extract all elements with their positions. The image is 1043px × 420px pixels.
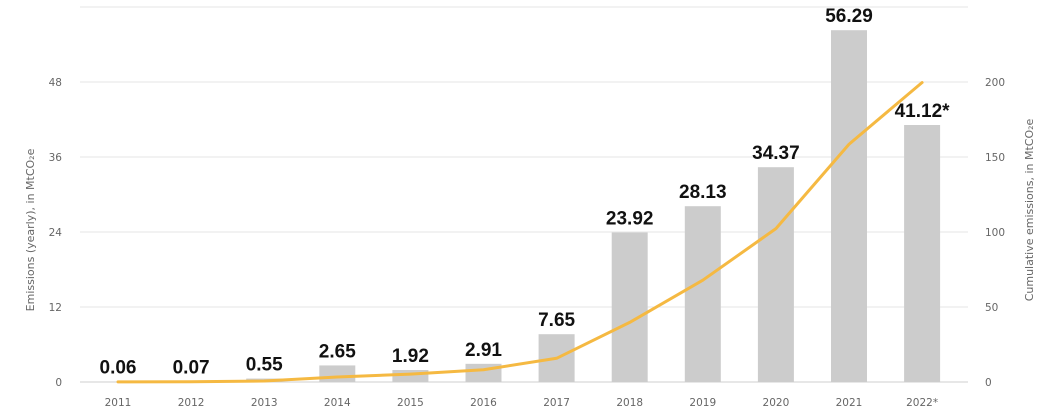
bar-value-label: 1.92 bbox=[392, 346, 429, 367]
cumulative-line bbox=[116, 81, 924, 384]
bar bbox=[684, 206, 721, 382]
cumulative-line-layer bbox=[116, 81, 924, 384]
right-tick-label: 100 bbox=[985, 227, 1005, 239]
bar-value-label: 0.07 bbox=[173, 358, 210, 379]
right-tick-label: 0 bbox=[985, 377, 992, 389]
bar-value-label: 56.29 bbox=[825, 6, 873, 27]
left-axis-ticks: 0 12 24 36 48 bbox=[49, 77, 63, 389]
bar-value-label: 0.06 bbox=[100, 358, 137, 379]
left-tick-label: 12 bbox=[49, 302, 62, 314]
right-axis-ticks: 0 50 100 150 200 bbox=[985, 77, 1005, 389]
bars bbox=[100, 30, 941, 382]
x-tick-label: 2021 bbox=[836, 397, 863, 409]
x-tick-label: 2015 bbox=[397, 397, 424, 409]
gridlines bbox=[80, 6, 968, 383]
data-labels: 0.06 0.07 0.55 2.65 1.92 2.91 7.65 23.92 28.13 34… bbox=[100, 6, 951, 378]
right-tick-label: 200 bbox=[985, 77, 1005, 89]
right-tick-label: 50 bbox=[985, 302, 998, 314]
bar-value-label: 2.65 bbox=[319, 341, 356, 362]
x-tick-label: 2016 bbox=[470, 397, 497, 409]
x-tick-label: 2014 bbox=[324, 397, 351, 409]
bar bbox=[611, 232, 648, 382]
x-axis-ticks: 2011 2012 2013 2014 2015 2016 2017 2018 2019 2020… bbox=[105, 397, 938, 409]
left-tick-label: 24 bbox=[49, 227, 63, 239]
x-tick-label: 2020 bbox=[763, 397, 790, 409]
x-tick-label: 2011 bbox=[105, 397, 132, 409]
bar bbox=[319, 365, 356, 382]
right-tick-label: 150 bbox=[985, 152, 1005, 164]
x-tick-label: 2022* bbox=[906, 397, 938, 409]
x-tick-label: 2018 bbox=[616, 397, 643, 409]
x-tick-label: 2017 bbox=[543, 397, 570, 409]
bar-value-label: 23.92 bbox=[606, 209, 654, 230]
x-tick-label: 2012 bbox=[178, 397, 205, 409]
bar bbox=[757, 167, 794, 382]
bar-value-label: 34.37 bbox=[752, 143, 800, 164]
bar bbox=[831, 30, 867, 382]
x-tick-label: 2019 bbox=[689, 397, 716, 409]
bar-value-label: 2.91 bbox=[465, 340, 502, 361]
bar-value-label: 0.55 bbox=[246, 355, 283, 376]
bar-value-label: 7.65 bbox=[538, 310, 575, 331]
left-tick-label: 48 bbox=[49, 77, 62, 89]
left-tick-label: 36 bbox=[49, 152, 63, 164]
x-tick-label: 2013 bbox=[251, 397, 278, 409]
bar bbox=[904, 125, 941, 382]
bar-value-label: 41.12* bbox=[895, 101, 951, 122]
bar-value-label: 28.13 bbox=[679, 182, 727, 203]
left-axis-title: Emissions (yearly), in MtCO₂e bbox=[24, 148, 37, 311]
left-tick-label: 0 bbox=[55, 377, 62, 389]
right-axis-title: Cumulative emissions, in MtCO₂e bbox=[1023, 118, 1036, 301]
